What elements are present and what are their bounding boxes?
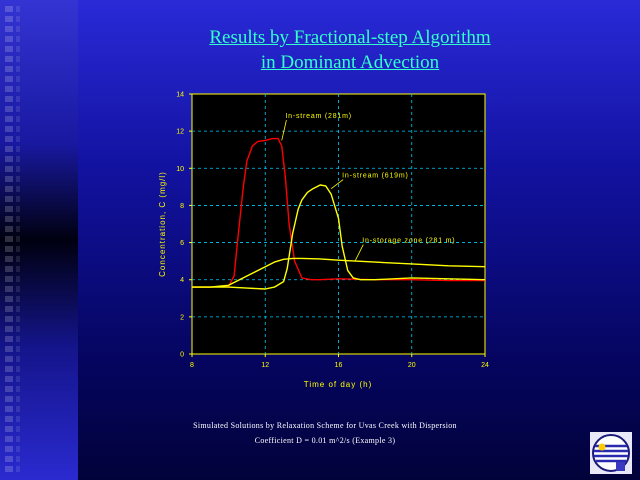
caption-line1: Simulated Solutions by Relaxation Scheme… <box>193 421 457 430</box>
annotation-pointer <box>330 179 344 190</box>
series-in-stream-619m-line <box>192 184 486 290</box>
y-tick-label: 10 <box>176 166 184 173</box>
x-tick-label: 12 <box>261 362 269 369</box>
slide-title-line1: Results by Fractional-step Algorithm <box>209 27 491 48</box>
y-tick-label: 0 <box>180 352 184 359</box>
x-axis-label: Time of day (h) <box>304 380 373 389</box>
x-tick-label: 20 <box>408 362 416 369</box>
y-tick-label: 6 <box>180 240 184 247</box>
annotation-label: In-stream (619m) <box>342 173 408 180</box>
y-axis-label: Concentration, C (mg/l) <box>158 171 167 277</box>
annotation-label: In-stream (281m) <box>285 113 351 120</box>
y-tick-label: 4 <box>180 277 184 284</box>
y-tick-label: 14 <box>176 92 184 99</box>
annotation-label: In-storage zone (281 m) <box>362 238 455 245</box>
decorative-squares-secondary <box>16 6 20 476</box>
university-seal-icon <box>590 432 632 474</box>
series-in-stream-281m-line <box>192 137 485 288</box>
series-in-storage-zone-281m-line <box>192 257 486 288</box>
slide-title-line2: in Dominant Advection <box>260 52 440 73</box>
annotation-pointer <box>354 244 364 262</box>
annotation-pointer <box>281 120 287 141</box>
x-tick-label: 24 <box>481 362 489 369</box>
y-tick-label: 12 <box>176 129 184 136</box>
x-tick-label: 16 <box>335 362 343 369</box>
decorative-squares <box>5 6 13 476</box>
y-tick-label: 8 <box>180 203 184 210</box>
y-tick-label: 2 <box>180 314 184 321</box>
x-tick-label: 8 <box>190 362 194 369</box>
left-decorative-strip <box>0 0 78 480</box>
caption-line2: Coefficient D = 0.01 m^2/s (Example 3) <box>254 436 396 445</box>
